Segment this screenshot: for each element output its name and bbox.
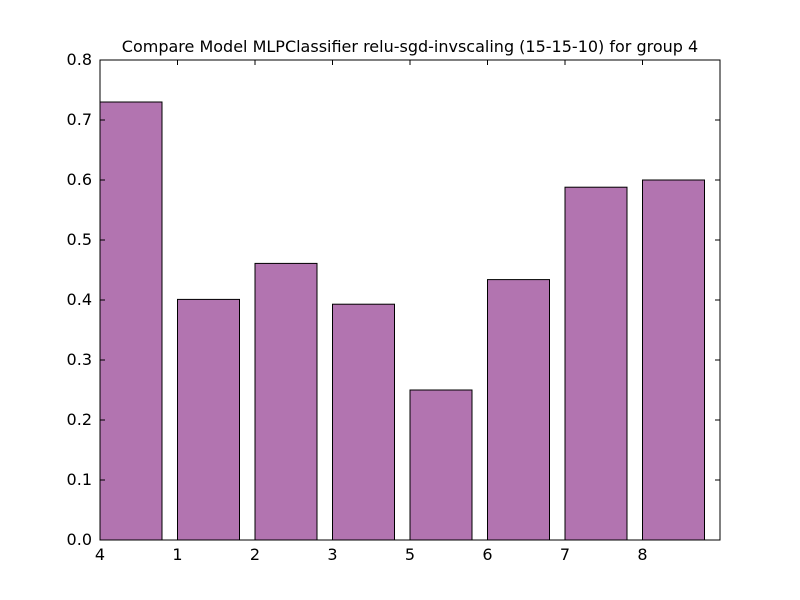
bar-1	[177, 298, 240, 541]
y-tick-label: 0.6	[67, 170, 92, 189]
y-tick-label: 0.0	[67, 530, 92, 549]
plot-frame	[99, 59, 721, 541]
x-tick-label: 6	[482, 545, 492, 564]
x-tick-label: 1	[172, 545, 182, 564]
x-tick-label: 8	[637, 545, 647, 564]
y-tick-label: 0.5	[67, 230, 92, 249]
x-tick-label: 3	[327, 545, 337, 564]
y-tick-label: 0.1	[67, 470, 92, 489]
bar-7	[564, 186, 628, 541]
bar-2	[254, 262, 318, 541]
bar-3	[332, 303, 395, 541]
x-tick-label: 2	[250, 545, 260, 564]
y-tick-label: 0.2	[67, 410, 92, 429]
y-tick-labels: 0.0 0.1 0.2 0.3 0.4 0.5 0.6 0.7 0.8	[67, 50, 92, 549]
y-tick-label: 0.3	[67, 350, 92, 369]
y-tick-label: 0.7	[67, 110, 92, 129]
bar-5	[409, 389, 473, 541]
bars	[99, 101, 705, 541]
chart-title: Compare Model MLPClassifier relu-sgd-inv…	[122, 37, 698, 56]
bar-6	[487, 279, 550, 541]
y-tick-label: 0.8	[67, 50, 92, 69]
x-tick-label: 7	[560, 545, 570, 564]
x-tick-label: 5	[405, 545, 415, 564]
y-tick-label: 0.4	[67, 290, 92, 309]
bar-8	[642, 179, 705, 541]
x-tick-label: 4	[95, 545, 105, 564]
x-tick-labels: 4 1 2 3 5 6 7 8	[95, 545, 648, 564]
bar-4	[99, 101, 163, 541]
